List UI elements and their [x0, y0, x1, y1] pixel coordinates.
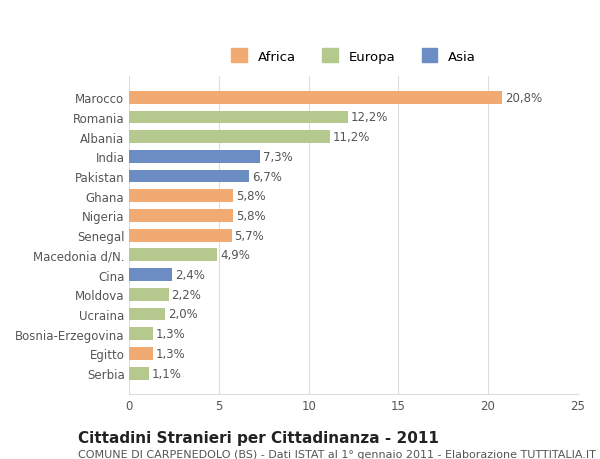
Text: 2,0%: 2,0% — [168, 308, 197, 321]
Bar — [130, 308, 165, 321]
Text: 12,2%: 12,2% — [351, 111, 388, 124]
Text: 7,3%: 7,3% — [263, 151, 293, 163]
Bar — [130, 249, 217, 262]
Bar — [130, 92, 502, 105]
Legend: Africa, Europa, Asia: Africa, Europa, Asia — [224, 43, 482, 70]
Bar — [130, 170, 250, 183]
Bar — [130, 230, 232, 242]
Bar — [130, 151, 260, 163]
Text: 1,3%: 1,3% — [155, 327, 185, 341]
Text: 5,7%: 5,7% — [234, 229, 264, 242]
Bar — [130, 347, 152, 360]
Text: 6,7%: 6,7% — [252, 170, 282, 183]
Bar — [130, 210, 233, 223]
Text: 1,3%: 1,3% — [155, 347, 185, 360]
Text: 2,2%: 2,2% — [172, 288, 202, 301]
Text: 20,8%: 20,8% — [505, 92, 542, 105]
Text: 4,9%: 4,9% — [220, 249, 250, 262]
Bar — [130, 190, 233, 203]
Text: 2,4%: 2,4% — [175, 269, 205, 281]
Text: Cittadini Stranieri per Cittadinanza - 2011: Cittadini Stranieri per Cittadinanza - 2… — [78, 430, 439, 445]
Bar — [130, 112, 348, 124]
Bar — [130, 328, 152, 341]
Text: 11,2%: 11,2% — [333, 131, 370, 144]
Text: COMUNE DI CARPENEDOLO (BS) - Dati ISTAT al 1° gennaio 2011 - Elaborazione TUTTIT: COMUNE DI CARPENEDOLO (BS) - Dati ISTAT … — [78, 449, 596, 459]
Text: 1,1%: 1,1% — [152, 367, 182, 380]
Bar — [130, 288, 169, 301]
Bar — [130, 367, 149, 380]
Bar — [130, 269, 172, 281]
Text: 5,8%: 5,8% — [236, 210, 266, 223]
Text: 5,8%: 5,8% — [236, 190, 266, 203]
Bar — [130, 131, 330, 144]
